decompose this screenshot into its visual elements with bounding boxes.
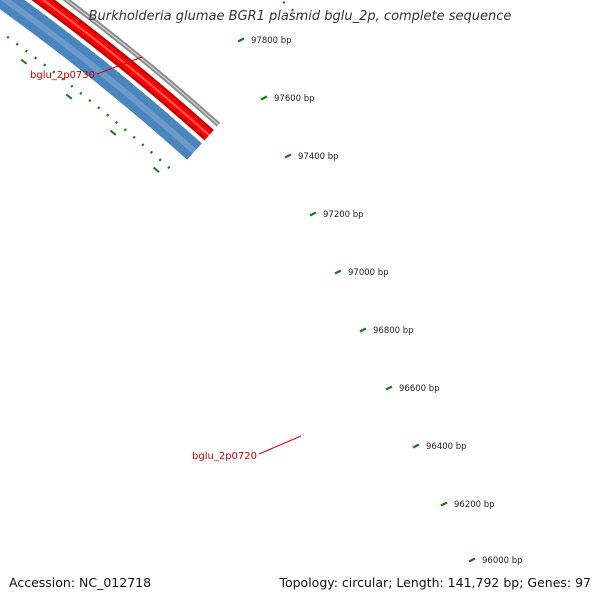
accession-text: Accession: NC_012718: [9, 575, 152, 590]
tick-label: 96400 bp: [426, 442, 467, 452]
gene-label-leader: [258, 435, 302, 455]
tick-label: 97600 bp: [274, 94, 315, 104]
gene-block-shine-bglu_2p0720: [0, 0, 197, 154]
gene-label-bglu_2p0730[interactable]: bglu_2p0730: [30, 70, 95, 81]
gene-label-leader: [96, 56, 143, 75]
tick-mark: [284, 153, 292, 159]
tick-label: 97000 bp: [348, 268, 389, 278]
gene-label-bglu_2p0720[interactable]: bglu_2p0720: [192, 451, 257, 462]
ring-layer: [0, 0, 310, 182]
tick-label: 97400 bp: [298, 152, 339, 162]
tick-mark: [359, 327, 367, 333]
tick-layer: 97800 bp 97600 bp 97400 bp 97200 bp 97000 bp…: [237, 36, 523, 566]
tick-label: 96000 bp: [482, 556, 523, 566]
map-title: Burkholderia glumae BGR1 plasmid bglu_2p…: [88, 9, 512, 24]
tick-mark: [385, 385, 393, 391]
inner-dotted-ruler: [0, 30, 176, 175]
tick-label: 96200 bp: [454, 500, 495, 510]
backbone-ring-highlight: [65, 0, 219, 126]
tick-label: 97800 bp: [251, 36, 292, 46]
tick-mark: [468, 557, 476, 563]
tick-mark: [309, 211, 317, 217]
tick-label: 96600 bp: [399, 384, 440, 394]
tick-label: 97200 bp: [323, 210, 364, 220]
tick-mark: [440, 501, 448, 507]
tick-mark: [334, 269, 342, 275]
label-layer: bglu_2p0730 bglu_2p0720: [30, 56, 302, 462]
gene-block-bglu_2p0720[interactable]: [0, 0, 202, 160]
summary-text: Topology: circular; Length: 141,792 bp; …: [279, 575, 591, 590]
tick-label: 96800 bp: [373, 326, 414, 336]
forward-strand-track-shine: [41, 0, 210, 136]
tick-mark: [412, 443, 420, 449]
tick-mark: [260, 95, 268, 101]
tick-mark: [237, 37, 245, 43]
